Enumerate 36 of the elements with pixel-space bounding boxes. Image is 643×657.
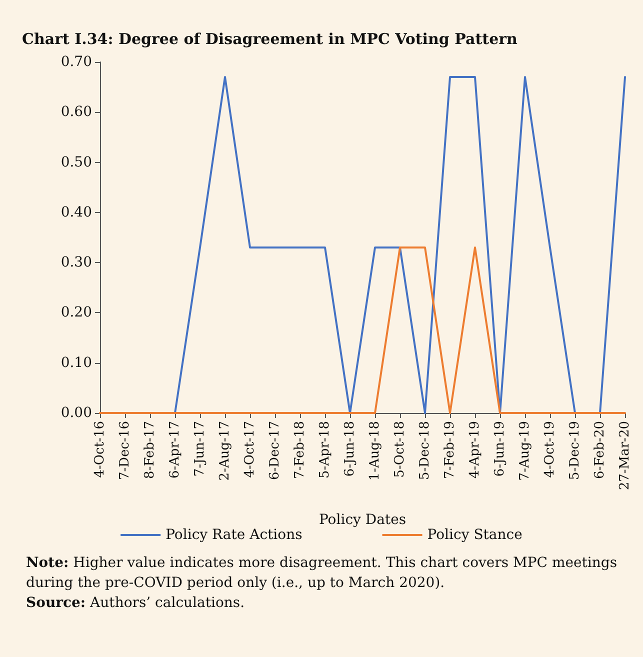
x-tick-label: 7-Feb-18 (292, 421, 308, 479)
y-tick-label: 0.40 (60, 204, 92, 220)
x-tick-label: 5-Dec-19 (568, 421, 582, 480)
x-tick-label: 4-Oct-16 (92, 421, 108, 478)
y-tick-label: 0.70 (60, 54, 92, 70)
x-tick-label: 6-Apr-17 (168, 421, 182, 479)
x-tick-label: 7-Jun-17 (192, 421, 208, 477)
x-tick-label: 5-Apr-18 (318, 421, 332, 479)
x-tick-label: 4-Oct-19 (542, 421, 558, 478)
y-tick-label: 0.30 (60, 254, 92, 271)
x-tick-label: 2-Aug-17 (218, 421, 232, 481)
x-tick-label: 6-Jun-18 (342, 421, 358, 477)
x-tick-label: 4-Oct-17 (242, 421, 258, 478)
text: Note: Higher value indicates more disagreement. This chart covers MPC meetings during the pre-COVID period only (i.e., up to March 2020). (26, 554, 618, 593)
y-tick-label: 0.20 (60, 304, 92, 321)
x-tick-label: 5-Dec-18 (418, 421, 432, 480)
x-tick-label: 7-Dec-16 (118, 421, 132, 480)
x-tick-label: 4-Apr-19 (468, 421, 482, 479)
x-tick-label: 6-Dec-17 (268, 421, 282, 480)
y-tick-label: 0.00 (60, 405, 92, 421)
legend-label: Policy Rate Actions (166, 527, 302, 543)
x-tick-label: 8-Feb-17 (142, 421, 158, 479)
x-tick-label: 7-Aug-19 (518, 421, 532, 481)
chart-title: Chart I.34: Degree of Disagreement in MPC Voting Pattern (21, 29, 518, 48)
x-tick-label: 7-Feb-19 (442, 421, 458, 479)
x-tick-label: 1-Aug-18 (368, 421, 382, 481)
y-tick-label: 0.50 (60, 154, 92, 170)
y-tick-label: 0.60 (60, 104, 92, 120)
legend-label: Policy Stance (427, 527, 522, 543)
x-tick-label: 27-Mar-20 (618, 421, 632, 490)
x-tick-label: 6-Feb-20 (592, 421, 608, 479)
x-tick-label: 6-Jun-19 (492, 421, 508, 477)
x-axis-title: Policy Dates (318, 512, 406, 528)
x-tick-label: 5-Oct-18 (392, 421, 408, 478)
source-note: Source: Authors’ calculations. (26, 594, 246, 613)
y-tick-label: 0.10 (60, 354, 92, 371)
